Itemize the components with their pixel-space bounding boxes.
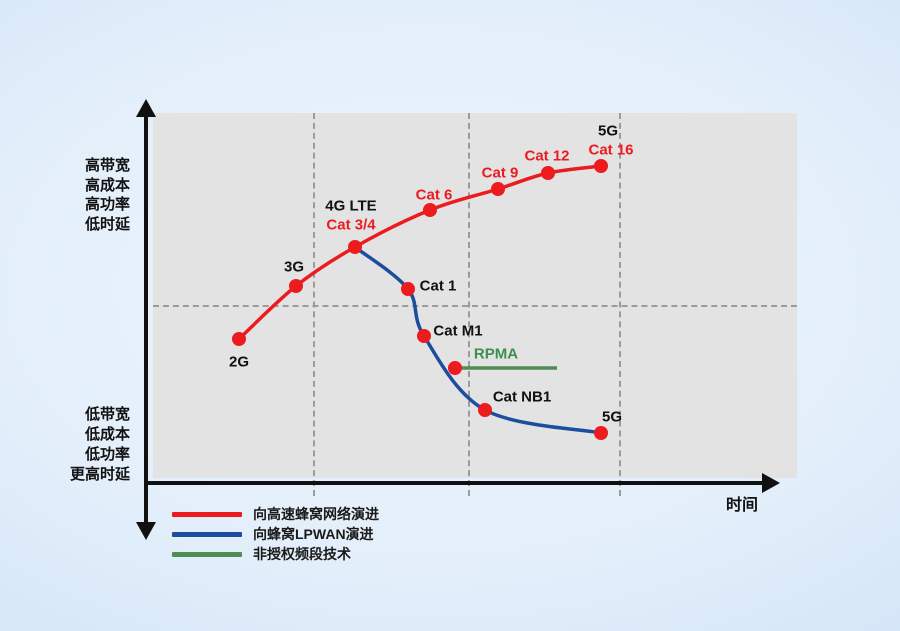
y-axis-label-line: 高功率 — [84, 196, 130, 213]
y-axis-label-line: 低时延 — [84, 215, 130, 233]
x-axis-line — [144, 481, 764, 485]
y-axis-label-line: 低带宽 — [84, 406, 130, 423]
gridline-vertical-3 — [619, 113, 621, 496]
point-label: 5G — [601, 408, 623, 426]
legend: 向高速蜂窝网络演进 向蜂窝LPWAN演进 非授权频段技术 — [172, 504, 379, 564]
y-axis-line — [144, 112, 148, 524]
point-label: 3G — [283, 258, 305, 276]
y-axis-down-arrow-icon — [136, 522, 156, 540]
y-axis-low-labels: 低带宽 低成本 低功率 更高时延 — [50, 405, 130, 485]
legend-row-cellular-lpwan: 向蜂窝LPWAN演进 — [172, 524, 379, 544]
point-label: Cat 16 — [588, 141, 634, 159]
point-label: Cat 1 — [419, 277, 457, 295]
point-label: Cat 9 — [481, 164, 519, 182]
legend-row-high-speed-cellular: 向高速蜂窝网络演进 — [172, 504, 379, 524]
x-axis-label: 时间 — [726, 497, 759, 514]
y-axis-high-labels: 高带宽 高成本 高功率 低时延 — [55, 156, 130, 234]
y-axis-up-arrow-icon — [136, 99, 156, 117]
point-label: 4G LTE — [325, 197, 377, 215]
y-axis-label-line: 更高时延 — [69, 466, 130, 483]
y-axis-label-line: 低功率 — [84, 446, 130, 463]
legend-label: 非授权频段技术 — [253, 546, 351, 562]
point-label: Cat M1 — [433, 322, 483, 340]
point-label: 2G — [228, 353, 250, 371]
gridline-horizontal — [153, 305, 797, 307]
legend-label: 向蜂窝LPWAN演进 — [253, 526, 374, 542]
x-axis-right-arrow-icon — [762, 473, 780, 493]
y-axis-label-line: 高成本 — [84, 176, 130, 194]
legend-label: 向高速蜂窝网络演进 — [253, 506, 379, 522]
point-label: Cat 6 — [415, 186, 453, 204]
point-label: Cat 12 — [524, 147, 570, 165]
y-axis-label-line: 高带宽 — [84, 157, 130, 174]
point-label: 5G — [597, 122, 619, 140]
y-axis-label-line: 低成本 — [84, 426, 130, 443]
point-label: RPMA — [473, 345, 519, 363]
legend-swatch-red-line — [172, 511, 242, 517]
point-label: Cat 3/4 — [326, 216, 376, 234]
legend-row-unlicensed-band: 非授权频段技术 — [172, 544, 379, 564]
point-label: Cat NB1 — [492, 388, 552, 406]
plot-area — [153, 113, 797, 478]
legend-swatch-blue-line — [172, 531, 242, 537]
legend-swatch-green-line — [172, 551, 242, 557]
